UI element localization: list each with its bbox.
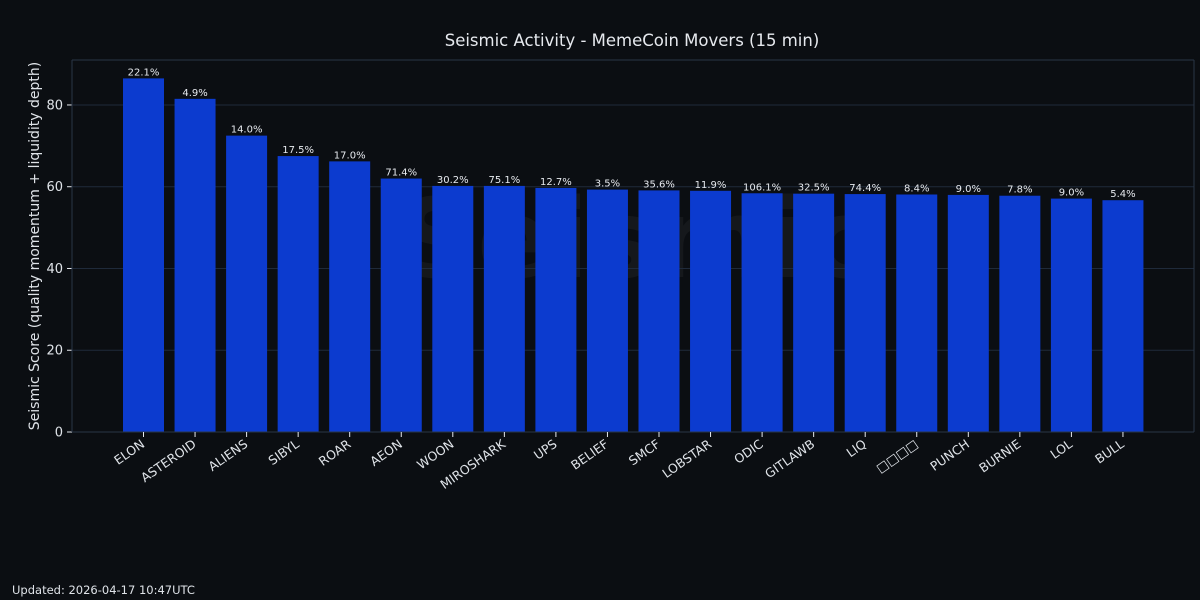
bar-burnie: [999, 195, 1041, 432]
bar-smcf: [638, 190, 680, 432]
data-label: 30.2%: [437, 175, 469, 186]
x-tick-label: UPS: [531, 436, 560, 462]
x-tick-label: AEON: [367, 436, 405, 469]
data-labels: 22.1% 4.9% 14.0% 17.5% 17.0% 71.4% 30.2% 75.1% 1…: [128, 67, 1136, 200]
x-tick-label: ELON: [111, 436, 147, 468]
y-tick-label: 40: [46, 262, 63, 277]
bar-roar: [329, 161, 371, 432]
bar-ups: [535, 187, 577, 432]
y-tick-label: 80: [46, 98, 63, 113]
data-label: 75.1%: [488, 175, 520, 186]
x-tick-label: BURNIE: [976, 436, 1023, 476]
bars: [123, 78, 1144, 433]
y-tick-label: 60: [46, 180, 63, 195]
data-label: 11.9%: [695, 180, 727, 191]
data-label: 7.8%: [1007, 185, 1032, 196]
data-label: 17.0%: [334, 150, 366, 161]
y-tick-label: 0: [55, 426, 63, 441]
data-label: 12.7%: [540, 177, 572, 188]
data-label: 17.5%: [282, 145, 314, 156]
data-label: 8.4%: [904, 183, 929, 194]
bar-aeon: [380, 178, 422, 432]
bar-aliens: [226, 135, 268, 432]
x-tick-label: LOL: [1047, 436, 1075, 462]
bar-sibyl: [277, 156, 319, 433]
updated-timestamp: Updated: 2026-04-17 10:47UTC: [12, 583, 195, 597]
x-tick-label: ASTEROID: [138, 436, 199, 485]
bar-miroshark: [483, 185, 525, 432]
x-tick-label: ODIC: [731, 436, 766, 467]
x-tick-label: PUNCH: [927, 436, 972, 474]
y-axis-label: Seismic Score (quality momentum + liquid…: [27, 62, 43, 430]
data-label: 32.5%: [798, 183, 830, 194]
x-tick-label: BELIEF: [568, 436, 611, 473]
x-tick-label: BULL: [1092, 436, 1127, 466]
x-tick-label: SMCF: [626, 436, 663, 468]
bar-odic: [741, 193, 783, 432]
chart-title: Seismic Activity - MemeCoin Movers (15 m…: [445, 31, 820, 50]
x-tick-label: LIQ: [844, 436, 870, 460]
bar-asteroid: [174, 98, 216, 432]
bar-lol: [1050, 198, 1092, 432]
data-label: 22.1%: [128, 67, 160, 78]
x-tick-label: WOON: [414, 436, 457, 472]
bar-elon: [123, 78, 164, 433]
x-tick-label: □□□□: [873, 436, 920, 475]
bar-liq: [844, 194, 886, 432]
x-tick-label: GITLAWB: [762, 436, 817, 481]
data-label: 14.0%: [231, 125, 263, 136]
data-label: 9.0%: [1059, 188, 1084, 199]
bar-□□□□: [896, 194, 938, 432]
data-label: 106.1%: [743, 182, 781, 193]
data-label: 71.4%: [385, 168, 417, 179]
x-tick-label: ALIENS: [205, 436, 250, 474]
y-tick-label: 20: [46, 344, 63, 359]
data-label: 35.6%: [643, 179, 675, 190]
data-label: 3.5%: [595, 179, 620, 190]
bar-punch: [947, 194, 989, 432]
data-label: 9.0%: [956, 184, 981, 195]
data-label: 5.4%: [1110, 189, 1135, 200]
x-tick-label: ROAR: [316, 436, 354, 469]
x-tick-label: LOBSTAR: [659, 436, 714, 481]
bar-gitlawb: [793, 193, 835, 432]
bar-belief: [586, 189, 628, 432]
data-label: 74.4%: [849, 183, 881, 194]
bar-bull: [1102, 200, 1144, 432]
data-label: 4.9%: [182, 88, 207, 99]
bar-lobstar: [690, 190, 732, 432]
x-tick-label: SIBYL: [265, 436, 302, 468]
bar-woon: [432, 185, 474, 432]
